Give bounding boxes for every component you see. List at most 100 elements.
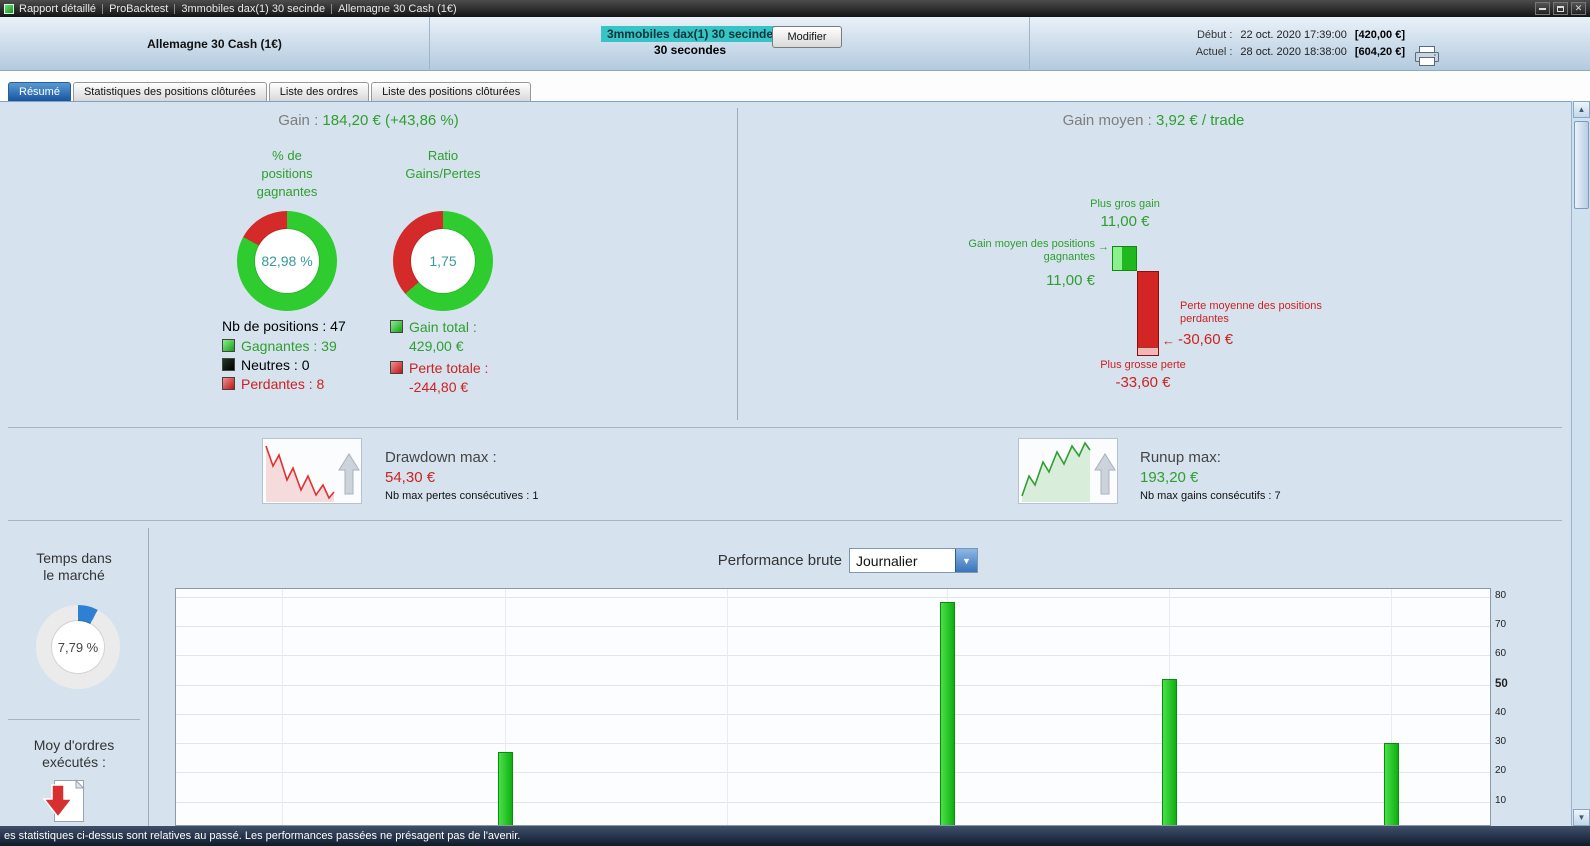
summary-divider (737, 108, 738, 420)
pct-gagnantes-title: % de positions gagnantes (256, 148, 318, 199)
current-label: Actuel : (1195, 45, 1233, 58)
minimize-button[interactable] (1535, 2, 1550, 15)
plus-gros-gain-value: 11,00 € (1100, 213, 1150, 230)
instrument-cell: Allemagne 30 Cash (1€) (0, 17, 430, 70)
scroll-up-icon: ▲ (1577, 105, 1586, 114)
gain-moyen-value: 3,92 € / trade (1155, 112, 1245, 129)
runup-detail: Nb max gains consécutifs : 7 (1140, 490, 1281, 502)
chevron-down-icon: ▼ (962, 555, 971, 566)
drawdown-label: Drawdown max : (385, 449, 497, 466)
gain-moyen-gagnantes-label: Gain moyen des positions gagnantes (968, 238, 1095, 263)
sidebar-rule (8, 719, 140, 720)
moy-ordres-label: Moy d'ordres exécutés : (33, 737, 115, 770)
title-text-probacktest: ProBacktest (109, 2, 169, 15)
current-date-row: Actuel : 28 oct. 2020 18:38:00 [604,20 €… (1025, 43, 1405, 60)
arrow-left-icon: ← (1162, 333, 1175, 348)
system-name: 3mmobiles dax(1) 30 secinde (600, 26, 780, 42)
legend-gagnantes: Gagnantes : 39 (241, 338, 337, 354)
status-text: es statistiques ci-dessus sont relatives… (4, 830, 521, 842)
waterfall-loss-bar (1137, 271, 1159, 356)
perte-moyenne-value: -30,60 € (1178, 331, 1234, 348)
modify-button[interactable]: Modifier (772, 26, 842, 48)
app-icon (4, 3, 14, 14)
performance-bar (940, 602, 956, 825)
scroll-down-icon: ▼ (1577, 813, 1586, 822)
legend-neutres: Neutres : 0 (241, 357, 310, 373)
period-selected-value: Journalier (856, 552, 918, 569)
title-text-system: 3mmobiles dax(1) 30 secinde (181, 2, 326, 15)
system-name-wrap: 3mmobiles dax(1) 30 secinde (430, 25, 950, 43)
dropdown-arrow-button[interactable]: ▼ (955, 549, 977, 572)
current-date: 28 oct. 2020 18:38:00 (1240, 45, 1347, 58)
current-amount: [604,20 €] (1354, 45, 1405, 58)
minimize-icon (1539, 7, 1546, 10)
legend-square-neutres (222, 358, 235, 371)
performance-bar-chart (175, 588, 1491, 826)
gain-moyen-line: Gain moyen : 3,92 € / trade (737, 112, 1570, 129)
title-text-report: Rapport détaillé (19, 2, 97, 15)
start-label: Début : (1196, 28, 1233, 41)
title-bar[interactable]: Rapport détaillé ProBacktest 3mmobiles d… (0, 0, 1590, 17)
perte-moyenne-label: Perte moyenne des positions perdantes (1180, 300, 1322, 325)
gain-moyen-label: Gain moyen : (1062, 112, 1152, 129)
perte-totale-value: -244,80 € (409, 379, 469, 395)
period-dropdown[interactable]: Journalier ▼ (849, 548, 978, 573)
dates-block: Début : 22 oct. 2020 17:39:00 [420,00 €]… (1025, 26, 1405, 60)
title-separator (102, 3, 104, 14)
dates-cell: Début : 22 oct. 2020 17:39:00 [420,00 €]… (1030, 17, 1590, 70)
runup-label: Runup max: (1140, 449, 1221, 466)
legend-square-gain-total (390, 320, 403, 333)
gain-line: Gain : 184,20 € (+43,86 %) (0, 112, 737, 129)
close-button[interactable]: ✕ (1571, 2, 1586, 15)
gain-total-value: 429,00 € (409, 338, 464, 354)
legend-square-perte-totale (390, 361, 403, 374)
gain-total-label: Gain total : (409, 319, 477, 335)
performance-bar (497, 751, 513, 825)
gain-value: 184,20 € (+43,86 %) (322, 112, 459, 129)
scroll-down-button[interactable]: ▼ (1573, 809, 1590, 826)
status-bar: es statistiques ci-dessus sont relatives… (0, 826, 1590, 846)
title-text-instrument: Allemagne 30 Cash (1€) (338, 2, 457, 15)
temps-marche-label: Temps dans le marché (36, 550, 112, 583)
report-header: Allemagne 30 Cash (1€) 3mmobiles dax(1) … (0, 17, 1590, 71)
gain-moyen-gagnantes-value: 11,00 € (1046, 272, 1095, 289)
ratio-title: Ratio Gains/Pertes (405, 148, 481, 181)
section-divider-top (8, 427, 1562, 428)
tab-liste-positions[interactable]: Liste des positions clôturées (371, 82, 532, 101)
plus-grosse-perte-label: Plus grosse perte (1100, 359, 1186, 371)
pct-gagnantes-donut: 82,98 % (237, 211, 337, 311)
print-button[interactable] (1414, 45, 1440, 72)
tab-liste-ordres[interactable]: Liste des ordres (268, 82, 370, 101)
close-icon: ✕ (1574, 3, 1583, 13)
performance-label: Performance brute (717, 552, 842, 569)
arrow-right-icon: → (1098, 241, 1109, 253)
tab-statistiques-positions[interactable]: Statistiques des positions clôturées (72, 82, 267, 101)
system-timeframe: 30 secondes (653, 43, 727, 57)
system-cell: 3mmobiles dax(1) 30 secinde 30 secondes … (430, 17, 1030, 70)
orders-document-icon (40, 777, 88, 830)
perte-totale-label: Perte totale : (409, 360, 489, 376)
start-date-row: Début : 22 oct. 2020 17:39:00 [420,00 €] (1025, 26, 1405, 43)
legend-perdantes: Perdantes : 8 (241, 376, 325, 392)
waterfall-gain-bar (1112, 246, 1137, 271)
maximize-icon (1557, 5, 1564, 12)
vertical-scrollbar[interactable]: ▲ ▼ (1571, 101, 1590, 826)
ratio-value: 1,75 (429, 253, 457, 269)
temps-marche-donut: 7,79 % (36, 605, 120, 689)
scroll-up-button[interactable]: ▲ (1573, 101, 1590, 118)
plus-grosse-perte-value: -33,60 € (1115, 374, 1171, 391)
scrollbar-thumb[interactable] (1574, 121, 1589, 209)
y-axis-labels: 10 20 30 40 50 60 70 80 (1495, 589, 1508, 806)
sidebar-divider (148, 528, 149, 826)
start-date: 22 oct. 2020 17:39:00 (1240, 28, 1347, 41)
tab-resume[interactable]: Résumé (8, 82, 71, 101)
start-amount: [420,00 €] (1354, 28, 1405, 41)
drawdown-icon (262, 438, 362, 509)
waterfall-loss-tail (1138, 347, 1158, 355)
tab-strip: Résumé Statistiques des positions clôtur… (0, 71, 1590, 101)
section-divider-bottom (8, 520, 1562, 521)
legend-square-perdantes (222, 377, 235, 390)
performance-bar (1384, 743, 1400, 825)
maximize-button[interactable] (1553, 2, 1568, 15)
